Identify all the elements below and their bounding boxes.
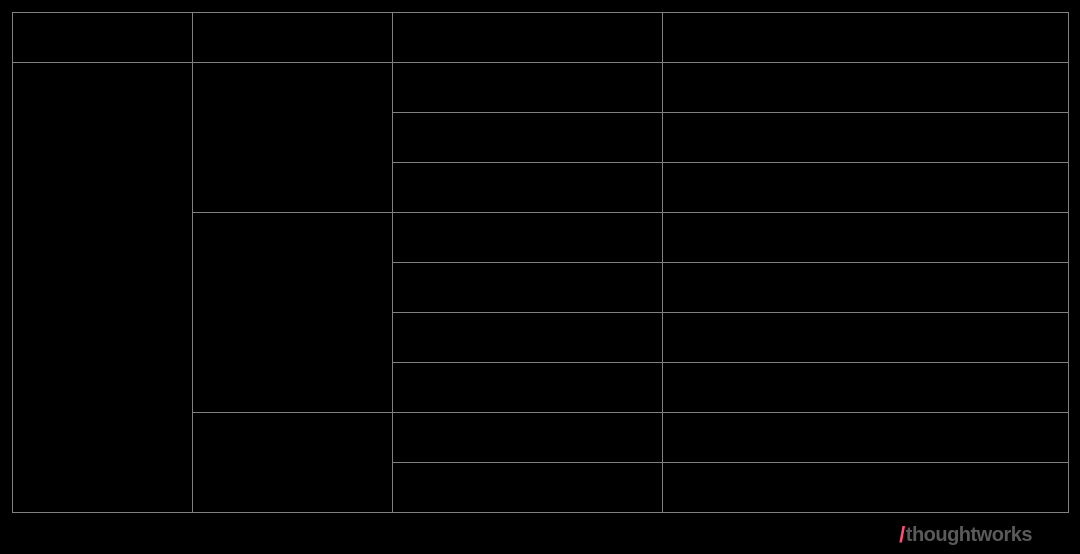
cell	[393, 213, 663, 263]
table-row	[13, 63, 1069, 113]
cell	[663, 63, 1069, 113]
cell	[663, 363, 1069, 413]
cell	[393, 313, 663, 363]
cell	[663, 313, 1069, 363]
header-cell	[393, 13, 663, 63]
data-table	[12, 12, 1069, 513]
brand-text: thoughtworks	[906, 524, 1032, 547]
header-cell	[663, 13, 1069, 63]
table-header-row	[13, 13, 1069, 63]
footer: / thoughtworks	[12, 520, 1068, 550]
cell	[663, 263, 1069, 313]
header-cell	[13, 13, 193, 63]
cell	[393, 163, 663, 213]
cell	[393, 63, 663, 113]
cell	[393, 263, 663, 313]
cell	[393, 463, 663, 513]
cell	[663, 163, 1069, 213]
brand-logo: / thoughtworks	[899, 522, 1032, 548]
row-group-cell-level1	[13, 63, 193, 513]
cell	[663, 463, 1069, 513]
brand-slash-icon: /	[899, 522, 905, 548]
row-group-cell-level2	[193, 213, 393, 413]
cell	[663, 413, 1069, 463]
header-cell	[193, 13, 393, 63]
cell	[393, 363, 663, 413]
row-group-cell-level2	[193, 413, 393, 513]
cell	[663, 113, 1069, 163]
cell	[663, 213, 1069, 263]
cell	[393, 113, 663, 163]
cell	[393, 413, 663, 463]
page-root: / thoughtworks	[0, 0, 1080, 554]
row-group-cell-level2	[193, 63, 393, 213]
